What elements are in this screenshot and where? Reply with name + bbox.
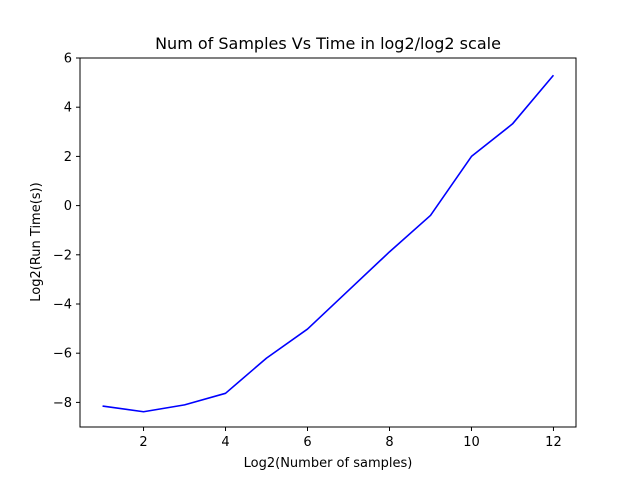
x-axis-label: Log2(Number of samples) [244,456,413,471]
chart-title: Num of Samples Vs Time in log2/log2 scal… [155,34,501,53]
y-axis-ticks: −8 −6 −4 −2 0 2 4 6 [53,52,80,411]
x-tick-label: 4 [221,435,229,450]
y-tick-label: 4 [64,101,72,116]
y-tick-label: −6 [53,347,72,362]
y-tick-label: 6 [64,52,72,67]
y-tick-label: 0 [64,199,72,214]
x-tick-label: 8 [385,435,393,450]
x-tick-label: 2 [139,435,147,450]
y-tick-label: −2 [53,248,72,263]
series-layer [102,74,555,413]
x-tick-label: 6 [303,435,311,450]
x-tick-label: 12 [545,435,562,450]
y-tick-label: −8 [53,396,72,411]
y-tick-label: 2 [64,150,72,165]
x-axis-ticks: 2 4 6 8 10 12 [139,427,562,450]
plot-area-frame [79,57,577,428]
y-tick-label: −4 [53,298,72,313]
series-line-0 [102,74,555,413]
y-axis-label: Log2(Run Time(s)) [29,182,44,301]
x-tick-label: 10 [463,435,480,450]
